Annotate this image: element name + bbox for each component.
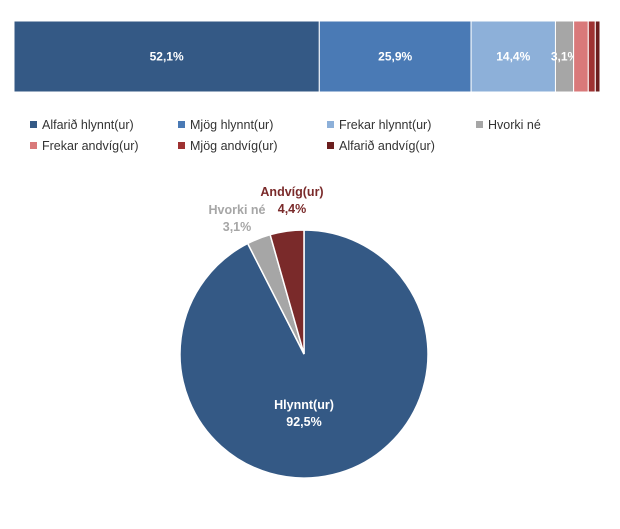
legend-swatch (178, 142, 185, 149)
bar-data-label-alfari-hlynnt-ur: 52,1% (150, 50, 184, 64)
legend-item-mjog-hlynnt-ur: Mjög hlynnt(ur) (178, 118, 273, 132)
legend-swatch (30, 142, 37, 149)
legend-item-frekar-hlynnt-ur: Frekar hlynnt(ur) (327, 118, 431, 132)
legend-item-alfari-hlynnt-ur: Alfarið hlynnt(ur) (30, 118, 134, 132)
pie-category-label-hvorki-ne: Hvorki né (209, 203, 266, 217)
pie-slice-andvig-ur (269, 229, 305, 355)
pie-data-label-hvorki-ne: 3,1% (223, 220, 252, 234)
legend-label: Alfarið andvíg(ur) (339, 139, 435, 153)
legend-item-mjog-andvig-ur: Mjög andvíg(ur) (178, 139, 278, 153)
bar-segment-frekar-hlynnt-ur (470, 20, 556, 93)
legend-swatch (476, 121, 483, 128)
bar-data-label-hvorki-ne: 3,1% (551, 50, 579, 64)
legend-item-alfari-andvig-ur: Alfarið andvíg(ur) (327, 139, 435, 153)
bar-data-label-frekar-hlynnt-ur: 14,4% (496, 50, 530, 64)
pie-category-label-andvig-ur: Andvíg(ur) (260, 185, 323, 199)
pie-data-label-andvig-ur: 4,4% (278, 202, 307, 216)
legend-swatch (327, 121, 334, 128)
legend-label: Frekar hlynnt(ur) (339, 118, 431, 132)
bar-data-label-mjog-hlynnt-ur: 25,9% (378, 50, 412, 64)
legend-label: Hvorki né (488, 118, 541, 132)
legend-item-hvorki-ne: Hvorki né (476, 118, 541, 132)
legend-label: Mjög andvíg(ur) (190, 139, 278, 153)
legend-label: Mjög hlynnt(ur) (190, 118, 273, 132)
legend-label: Frekar andvíg(ur) (42, 139, 139, 153)
legend-swatch (327, 142, 334, 149)
legend-item-frekar-andvig-ur: Frekar andvíg(ur) (30, 139, 139, 153)
legend-swatch (30, 121, 37, 128)
bar-segment-mjog-hlynnt-ur (318, 20, 472, 93)
bar-segment-frekar-andvig-ur (573, 20, 589, 93)
legend-label: Alfarið hlynnt(ur) (42, 118, 134, 132)
pie-category-label-hlynnt-ur: Hlynnt(ur) (274, 398, 334, 412)
stacked-bar-chart: 52,1% 25,9% 14,4% 3,1% (13, 20, 601, 93)
legend-swatch (178, 121, 185, 128)
pie-chart: Hlynnt(ur) 92,5% Hvorki né 3,1% Andvíg(ur) 4,… (179, 185, 429, 479)
pie-data-label-hlynnt-ur: 92,5% (286, 415, 321, 429)
bar-legend: Alfarið hlynnt(ur) Mjög hlynnt(ur) Frekar … (30, 118, 541, 153)
bar-segment-alfari-hlynnt-ur (13, 20, 320, 93)
bar-segment-alfari-andvig-ur (594, 20, 601, 93)
bar-segment-mjog-andvig-ur (587, 20, 596, 93)
